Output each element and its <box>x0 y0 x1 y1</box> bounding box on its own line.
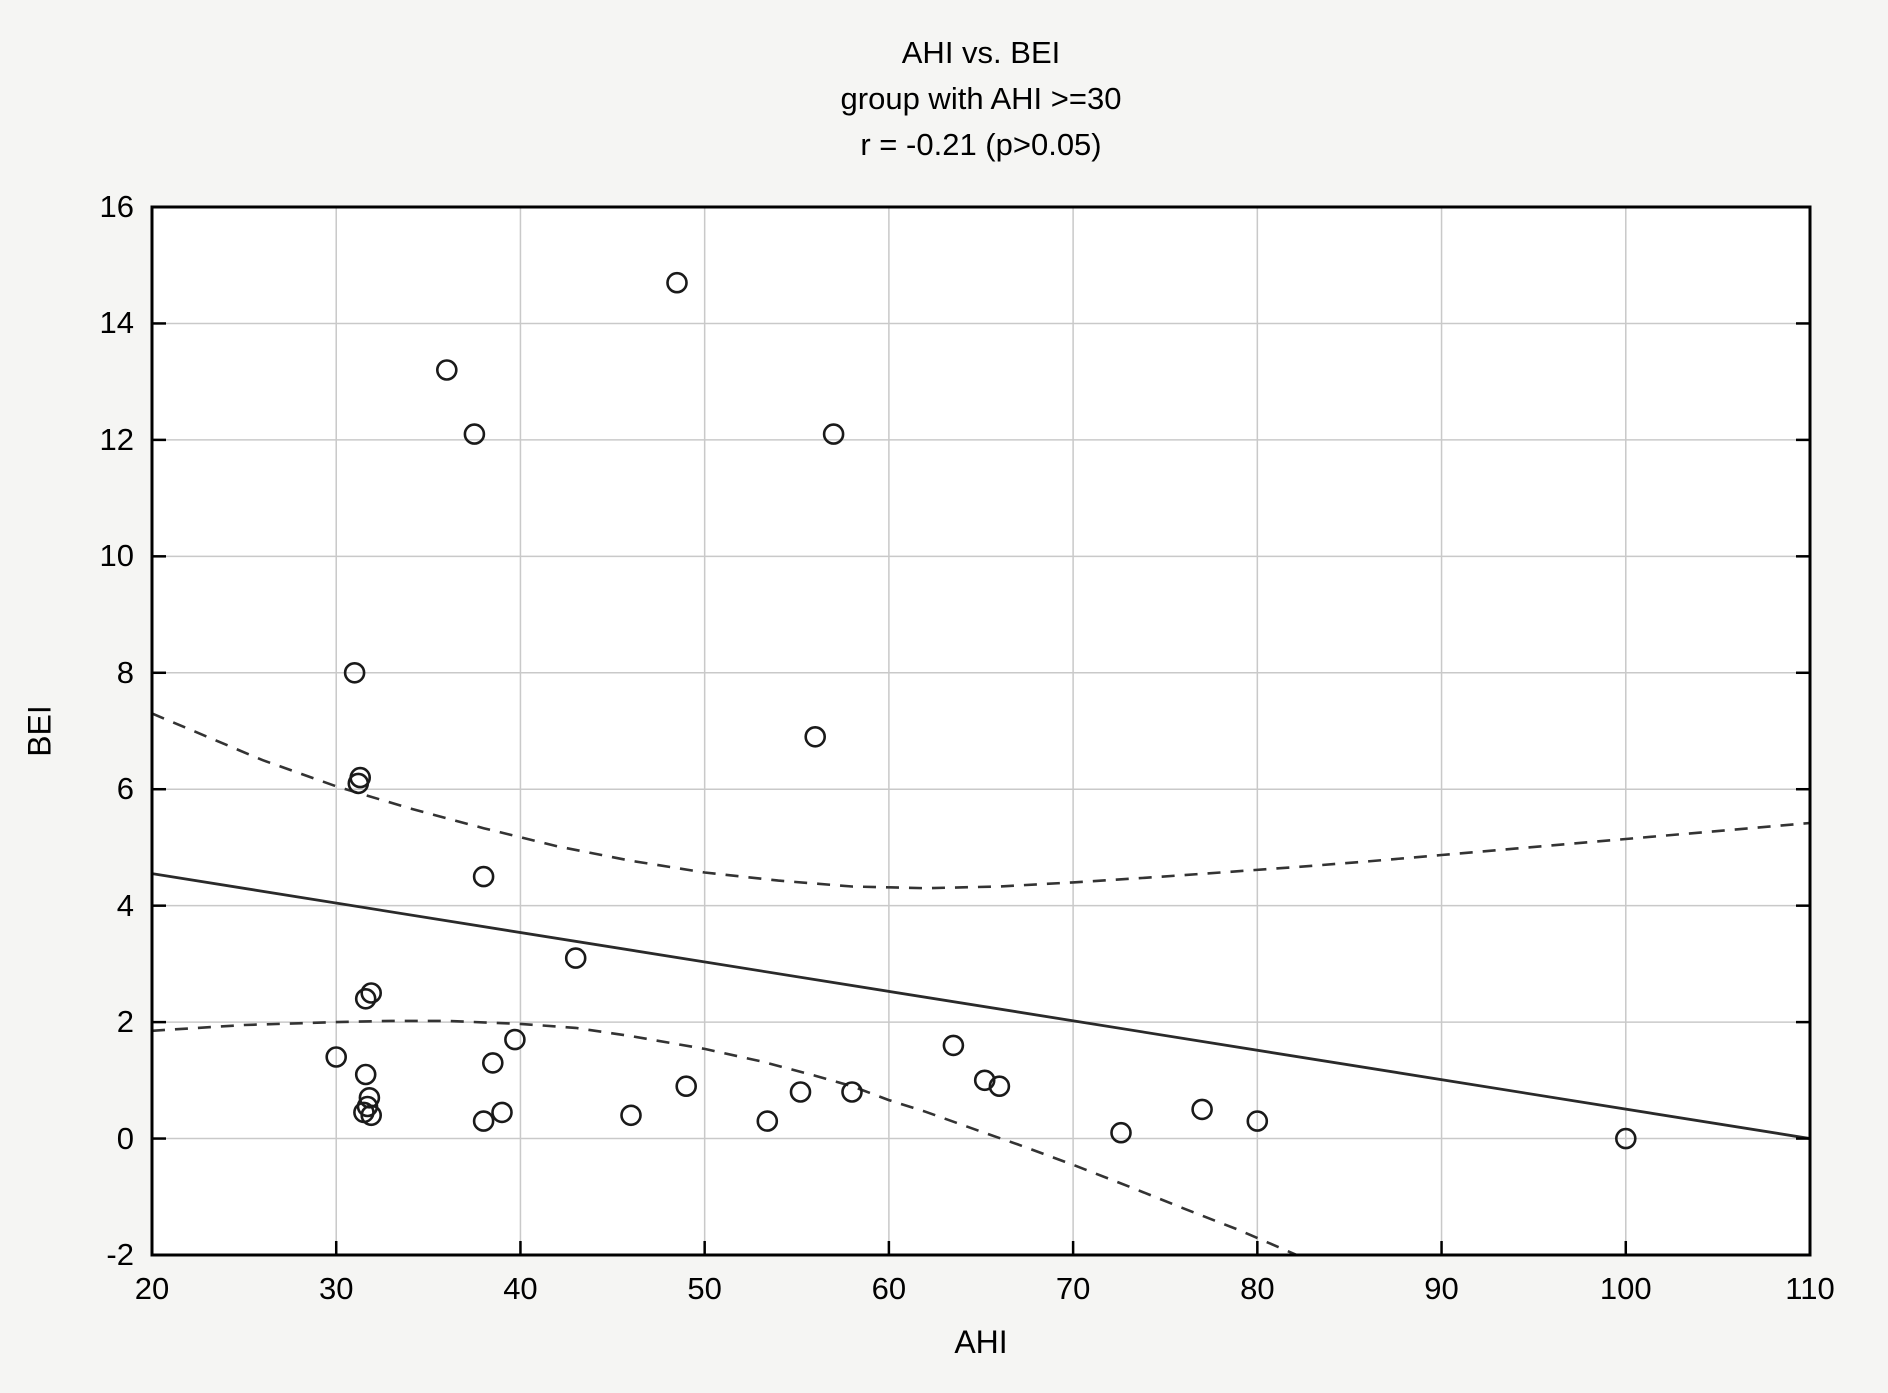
data-point <box>1110 1121 1132 1144</box>
x-tick-label: 70 <box>1055 1271 1091 1306</box>
plot-area <box>152 207 1810 1255</box>
confidence-band-upper <box>152 712 1810 890</box>
y-tick-label: -2 <box>106 1237 134 1272</box>
data-point <box>822 423 845 445</box>
data-point <box>1191 1098 1213 1121</box>
chart-title: AHI vs. BEI <box>901 35 1061 70</box>
data-point <box>360 982 383 1004</box>
plot-border <box>150 205 1812 1257</box>
y-tick-label: 12 <box>99 421 134 457</box>
x-tick-label: 40 <box>503 1271 538 1306</box>
data-point <box>463 423 486 445</box>
x-tick-label: 60 <box>871 1271 907 1306</box>
data-point <box>789 1081 812 1103</box>
data-point <box>675 1075 698 1097</box>
data-point <box>973 1069 996 1092</box>
data-point <box>804 725 827 748</box>
data-point <box>343 661 366 684</box>
x-axis-label: AHI <box>954 1324 1008 1360</box>
regression-line <box>152 872 1810 1140</box>
chart-correlation-annotation: r = -0.21 (p>0.05) <box>860 127 1102 162</box>
data-point <box>666 271 688 294</box>
y-tick-label: 10 <box>99 538 134 574</box>
x-tick-label: 80 <box>1240 1271 1275 1306</box>
y-tick-label: 2 <box>116 1004 134 1040</box>
x-tick-label: 110 <box>1785 1271 1835 1306</box>
y-tick-label: 14 <box>99 305 134 341</box>
chart-title-block: AHI vs. BEI group with AHI >=30 r = -0.2… <box>152 30 1810 168</box>
y-tick-label: 6 <box>116 771 134 807</box>
data-point <box>756 1110 779 1132</box>
data-point <box>435 359 458 381</box>
chart-subtitle: group with AHI >=30 <box>840 81 1122 116</box>
y-axis-label: BEI <box>21 705 58 757</box>
data-point <box>504 1028 526 1051</box>
data-point <box>491 1101 513 1124</box>
data-point <box>1615 1127 1637 1150</box>
data-point <box>472 865 495 888</box>
x-tick-label: 30 <box>318 1271 354 1306</box>
data-point <box>354 1063 377 1086</box>
y-tick-label: 16 <box>99 189 134 224</box>
y-tick-label: 0 <box>116 1120 134 1156</box>
data-point <box>472 1110 495 1132</box>
data-point <box>942 1034 965 1057</box>
x-tick-label: 20 <box>134 1271 170 1306</box>
data-point <box>620 1104 642 1127</box>
confidence-band-lower <box>152 1019 1300 1255</box>
x-tick-label: 100 <box>1599 1271 1652 1306</box>
data-point <box>354 987 377 1010</box>
data-point <box>1246 1110 1269 1132</box>
data-point <box>360 1104 383 1127</box>
x-tick-label: 90 <box>1424 1271 1459 1306</box>
y-tick-label: 8 <box>116 654 134 690</box>
x-tick-label: 50 <box>687 1271 722 1306</box>
y-tick-label: 4 <box>116 887 134 923</box>
data-point <box>564 947 587 969</box>
data-point <box>988 1075 1011 1097</box>
data-point <box>325 1046 348 1068</box>
data-point <box>358 1087 381 1109</box>
data-point <box>481 1052 504 1074</box>
data-point <box>841 1081 863 1103</box>
data-point <box>347 772 370 795</box>
